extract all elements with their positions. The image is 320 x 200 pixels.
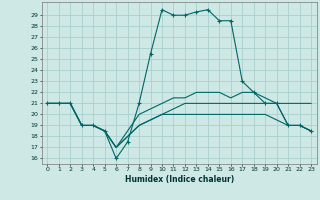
X-axis label: Humidex (Indice chaleur): Humidex (Indice chaleur) — [124, 175, 234, 184]
